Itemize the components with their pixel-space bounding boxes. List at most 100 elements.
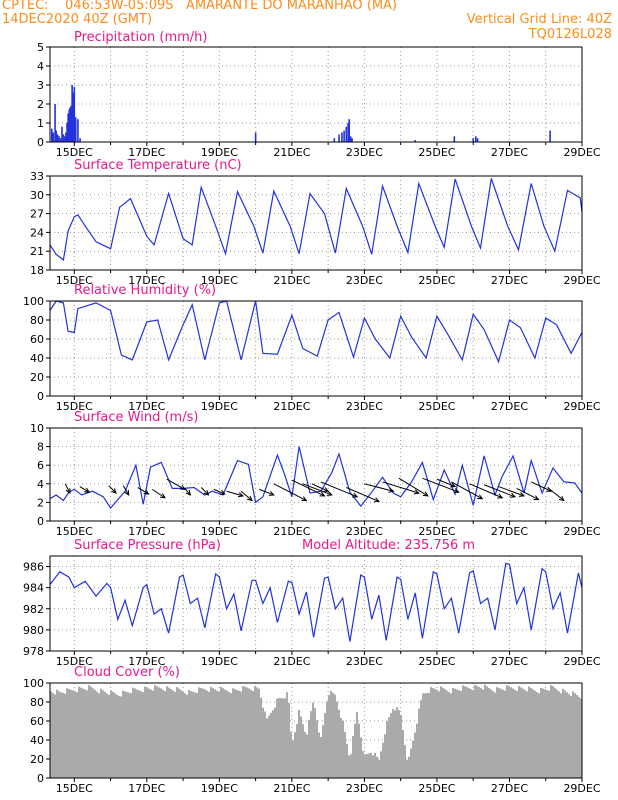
cloud-cover-column xyxy=(554,687,556,778)
cloud-cover-column xyxy=(372,755,374,778)
cloud-cover-column xyxy=(118,695,120,778)
precip-bar xyxy=(341,132,343,142)
x-tick-label: 15DEC xyxy=(56,782,93,795)
cloud-cover-column xyxy=(76,692,78,778)
cloud-cover-column xyxy=(56,689,58,778)
wind-arrow xyxy=(498,486,525,497)
cloud-cover-column xyxy=(356,711,358,778)
cloud-cover-column xyxy=(78,686,80,778)
cloud-cover-column xyxy=(534,690,536,778)
cloud-cover-column xyxy=(158,687,160,778)
wind-arrow-head xyxy=(453,488,460,494)
cloud-cover-column xyxy=(154,685,156,778)
wind-arrow-head xyxy=(477,494,484,500)
cloud-cover-column xyxy=(352,735,354,778)
cloud-cover-column xyxy=(538,693,540,778)
wind-arrow xyxy=(184,488,191,496)
precip-bar xyxy=(254,132,257,142)
cloud-cover-column xyxy=(450,693,452,778)
cloud-cover-column xyxy=(406,760,408,778)
x-tick-label: 27DEC xyxy=(491,655,528,668)
cloud-cover-column xyxy=(552,686,554,778)
cloud-cover-column xyxy=(526,691,528,778)
x-tick-label: 17DEC xyxy=(128,400,165,413)
cloud-cover-column xyxy=(446,690,448,778)
precip-bar xyxy=(343,130,345,142)
cloud-cover-column xyxy=(514,689,516,778)
cloud-cover-column xyxy=(570,695,572,778)
cloud-cover-column xyxy=(486,686,488,778)
cloud-cover-column xyxy=(416,723,418,778)
wind-arrow xyxy=(398,477,429,497)
wind-arrow-head xyxy=(323,487,330,492)
cloud-cover-column xyxy=(156,686,158,778)
cloud-cover-column xyxy=(268,715,270,778)
cloud-cover-column xyxy=(386,721,388,778)
cloud-cover-column xyxy=(328,695,330,778)
cloud-cover-column xyxy=(244,686,246,778)
precip-bar xyxy=(79,138,81,142)
cloud-cover-column xyxy=(384,734,386,778)
x-tick-label: 21DEC xyxy=(273,146,310,159)
cloud-cover-column xyxy=(508,686,510,778)
cloud-cover-column xyxy=(152,690,154,778)
cloud-cover-column xyxy=(336,701,338,778)
precip-bar xyxy=(347,123,349,142)
wind-arrow-head xyxy=(111,488,117,494)
y-tick-label: 20 xyxy=(30,753,44,766)
cloud-cover-column xyxy=(442,687,444,778)
precip-bar xyxy=(69,107,71,142)
x-tick-label: 17DEC xyxy=(128,274,165,287)
cloud-cover-column xyxy=(254,686,256,778)
cloud-cover-column xyxy=(322,725,324,778)
cloud-cover-column xyxy=(340,717,342,778)
x-tick-label: 25DEC xyxy=(418,525,455,538)
cloud-cover-column xyxy=(316,720,318,778)
cloud-cover-column xyxy=(490,689,492,778)
cloud-cover-column xyxy=(140,691,142,778)
x-tick-label: 23DEC xyxy=(346,400,383,413)
cloud-cover-column xyxy=(320,737,322,778)
cloud-cover-column xyxy=(162,689,164,778)
cloud-cover-column xyxy=(240,691,242,778)
precip-bar xyxy=(59,138,62,142)
x-tick-label: 23DEC xyxy=(346,274,383,287)
cloud-cover-column xyxy=(530,687,532,778)
x-tick-label: 25DEC xyxy=(418,274,455,287)
y-tick-label: 6 xyxy=(37,459,44,472)
y-tick-label: 80 xyxy=(30,696,44,709)
x-tick-label: 27DEC xyxy=(491,146,528,159)
cloud-cover-column xyxy=(308,719,310,778)
wind-arrow xyxy=(79,486,90,493)
wind-arrow-head xyxy=(84,487,91,493)
panel-frame xyxy=(49,682,583,779)
wind-arrow-head xyxy=(65,488,71,495)
cloud-cover-column xyxy=(288,702,290,778)
cloud-cover-column xyxy=(348,755,350,778)
cloud-cover-column xyxy=(234,689,236,778)
precip-bar xyxy=(54,104,56,142)
precip-bar xyxy=(476,138,479,142)
precip-bar xyxy=(333,138,336,142)
cloud-cover-column xyxy=(398,710,400,778)
x-tick-label: 17DEC xyxy=(128,525,165,538)
y-tick-label: 60 xyxy=(30,715,44,728)
cloud-cover-column xyxy=(258,688,260,778)
cloud-cover-column xyxy=(60,692,62,778)
panel-frame xyxy=(49,300,583,397)
cloud-cover-column xyxy=(232,688,234,778)
cloud-cover-column xyxy=(138,690,140,778)
x-tick-label: 19DEC xyxy=(201,400,238,413)
wind-arrow xyxy=(311,483,329,492)
precip-bar xyxy=(72,92,75,142)
wind-arrow xyxy=(108,485,117,494)
cloud-cover-column xyxy=(238,690,240,778)
precip-bar xyxy=(67,113,69,142)
cloud-cover-column xyxy=(474,684,476,778)
cloud-cover-column xyxy=(66,688,68,778)
cloud-cover-column xyxy=(516,691,518,778)
cloud-cover-column xyxy=(222,688,224,778)
cloud-cover-column xyxy=(300,716,302,778)
cloud-cover-column xyxy=(166,686,168,778)
